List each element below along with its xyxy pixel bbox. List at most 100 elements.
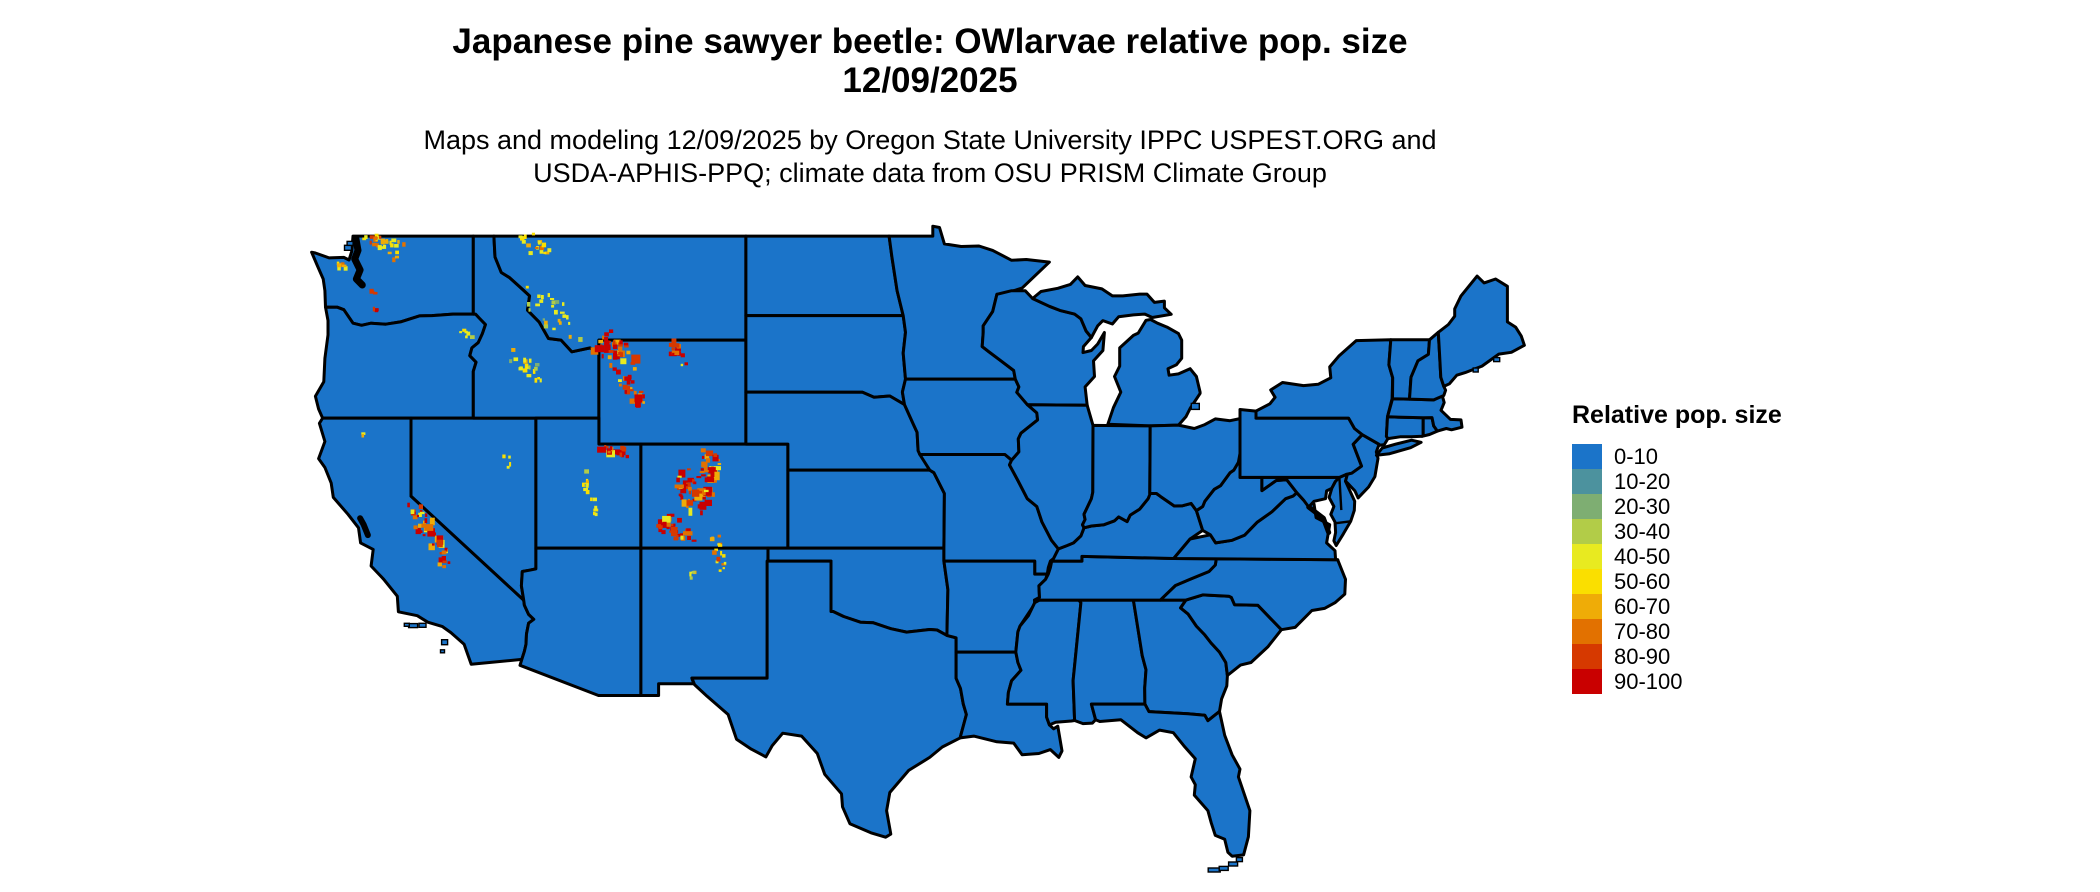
hotspot-cell-olympic-mtns-wa	[340, 262, 345, 267]
hotspot-cell-bighorn-wy	[684, 362, 688, 366]
legend-swatch	[1572, 594, 1602, 619]
hotspot-cell-north-cascades-wa	[364, 235, 368, 239]
legend-row: 0-10	[1572, 444, 1782, 469]
hotspot-cell-wind-river-wy	[616, 369, 621, 375]
legend-label: 60-70	[1614, 594, 1671, 619]
hotspot-cell-glacier-np-mt	[518, 235, 523, 239]
hotspot-cell-yellowstone-absaroka-wy	[598, 339, 604, 344]
hotspot-cell-colorado-sawatch	[693, 481, 697, 485]
legend-label: 70-80	[1614, 619, 1671, 644]
hotspot-cell-north-cascades-wa	[394, 244, 399, 248]
hotspot-cell-yellowstone-absaroka-wy	[590, 347, 599, 355]
hotspot-cell-colorado-front-range	[711, 492, 715, 497]
state-me	[1436, 274, 1526, 388]
hotspot-cell-bighorn-wy	[668, 342, 674, 347]
hotspot-cell-wind-river-wy	[633, 390, 637, 395]
hotspot-cell-north-cascades-wa	[372, 242, 377, 247]
hotspot-cell-sawtooth-id	[513, 357, 519, 362]
hotspot-cell-yellowstone-absaroka-wy	[613, 350, 618, 360]
hotspot-cell-colorado-front-range	[704, 454, 710, 460]
hotspot-cell-bighorn-wy	[672, 352, 676, 356]
hotspot-cell-north-cascades-wa	[369, 235, 375, 239]
state-longisland	[1375, 438, 1423, 457]
hotspot-cell-colorado-sawatch	[691, 489, 700, 497]
hotspot-cell-western-montana	[543, 324, 549, 329]
hotspot-cell-san-juan-co	[657, 519, 663, 529]
state-ct	[1384, 415, 1425, 441]
hotspot-cell-colorado-sawatch	[686, 482, 691, 489]
hotspot-cell-north-cascades-wa	[390, 243, 394, 248]
island-cell	[1235, 856, 1244, 863]
border-md-va	[1333, 520, 1351, 525]
hotspot-cell-jemez-nm	[692, 570, 696, 574]
hotspot-cell-sawtooth-id	[528, 365, 531, 370]
hotspot-cell-yellowstone-absaroka-wy	[597, 345, 600, 348]
hotspot-cell-north-cascades-wa	[369, 240, 372, 245]
hotspot-cell-glacier-np-mt	[523, 234, 527, 239]
hotspot-cell-yellowstone-absaroka-wy	[632, 367, 637, 371]
hotspot-cell-uinta-ut	[604, 445, 607, 448]
island-cell	[346, 240, 354, 247]
hotspot-cell-sierra-nevada-ca	[407, 502, 410, 508]
state-az	[518, 546, 643, 697]
hotspot-cell-sierra-nevada-ca	[442, 560, 447, 564]
hotspot-cell-mt-rainier-wa	[373, 291, 378, 295]
legend-swatch	[1572, 669, 1602, 694]
hotspot-cell-colorado-front-range	[702, 496, 706, 500]
hotspot-cell-colorado-front-range	[705, 458, 711, 463]
hotspot-cell-san-juan-co	[680, 535, 684, 540]
hotspot-cell-sawtooth-id	[509, 359, 513, 364]
hotspot-cell-mt-adams-wa	[374, 308, 379, 313]
hotspot-cell-uinta-ut	[605, 445, 609, 449]
hotspot-cell-north-cascades-wa	[385, 239, 389, 244]
hotspot-cell-western-montana	[542, 318, 545, 321]
legend-row: 30-40	[1572, 519, 1782, 544]
hotspot-layer	[336, 232, 727, 580]
hotspot-cell-uinta-ut	[611, 449, 621, 455]
legend-row: 20-30	[1572, 494, 1782, 519]
hotspot-cell-wind-river-wy	[634, 394, 643, 403]
hotspot-cell-colorado-front-range	[701, 474, 706, 477]
hotspot-cell-wasatch-plateau-ut	[586, 480, 589, 486]
hotspot-cell-colorado-sawatch	[699, 501, 707, 510]
hotspot-cell-colorado-sawatch	[676, 487, 681, 490]
chesapeake-bay-water	[1306, 504, 1332, 535]
legend-label: 90-100	[1614, 669, 1683, 694]
hotspot-cell-yellowstone-absaroka-wy	[624, 344, 629, 348]
hotspot-cell-colorado-sawatch	[680, 488, 687, 494]
hotspot-cell-sierra-nevada-ca	[421, 523, 426, 528]
hotspot-cell-colorado-front-range	[710, 468, 718, 477]
hotspot-cell-wind-river-wy	[627, 375, 632, 379]
hotspot-cell-colorado-sawatch	[686, 504, 689, 509]
hotspot-cell-glacier-np-mt	[544, 251, 550, 255]
legend-label: 80-90	[1614, 644, 1671, 669]
hotspot-cell-sawtooth-id	[534, 377, 538, 383]
legend-row: 80-90	[1572, 644, 1782, 669]
hotspot-cell-wind-river-wy	[640, 394, 645, 399]
hotspot-cell-colorado-sawatch	[697, 504, 703, 509]
hotspot-cell-north-cascades-wa	[383, 244, 387, 249]
hotspot-cell-colorado-front-range	[700, 448, 706, 453]
hotspot-cell-yellowstone-absaroka-wy	[623, 342, 629, 346]
hotspot-cell-sierra-nevada-ca	[410, 509, 415, 514]
hotspot-cell-western-montana	[541, 295, 544, 300]
state-ks	[786, 468, 946, 550]
island-cell	[440, 639, 449, 646]
hotspot-cell-sawtooth-id	[528, 358, 532, 363]
hotspot-cell-glacier-np-mt	[531, 232, 535, 236]
hotspot-cell-western-montana	[539, 299, 544, 303]
hotspot-cell-uinta-ut	[621, 454, 625, 458]
hotspot-cell-san-juan-co	[680, 533, 684, 536]
hotspot-cell-uinta-ut	[609, 446, 613, 451]
hotspot-cell-colorado-sawatch	[692, 479, 695, 484]
hotspot-cell-yellowstone-absaroka-wy	[631, 354, 641, 364]
state-oh	[1148, 417, 1242, 513]
hotspot-cell-wind-river-wy	[635, 400, 641, 407]
hotspot-cell-colorado-front-range	[713, 453, 718, 457]
hotspot-cell-uinta-ut	[607, 448, 612, 453]
map-header: Japanese pine sawyer beetle: OWlarvae re…	[0, 22, 1860, 190]
hotspot-cell-sierra-nevada-ca	[427, 528, 435, 537]
hotspot-cell-bighorn-wy	[677, 351, 682, 356]
